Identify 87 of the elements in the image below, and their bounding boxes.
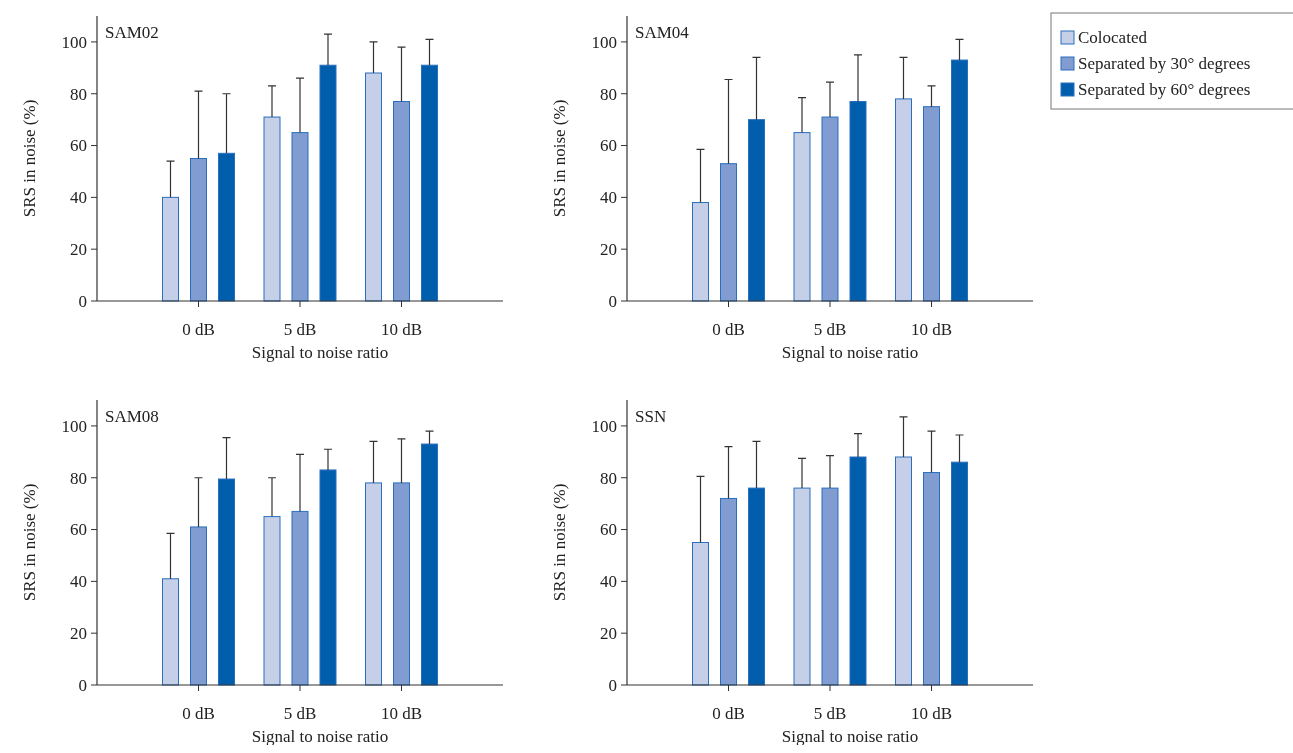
x-tick-label: 10 dB [380,320,423,339]
x-tick-label: 0 dB [182,704,215,723]
bar [319,64,337,302]
x-axis-title: Signal to noise ratio [781,727,919,746]
x-tick-label: 10 dB [910,320,953,339]
x-axis-title: Signal to noise ratio [251,727,389,746]
x-tick-label: 5 dB [283,704,317,723]
x-tick-label: 0 dB [182,320,215,339]
bar [793,487,811,686]
bar [421,443,438,686]
bar [720,497,737,686]
y-axis-title: SRS in noise (%) [550,99,569,218]
y-tick-label: 0 [608,675,617,695]
bar [748,119,765,302]
x-tick-label: 10 dB [380,704,423,723]
bar [421,64,438,302]
bar [365,72,382,302]
bar [951,59,968,302]
x-tick-label: 5 dB [283,320,317,339]
y-tick-label: 40 [600,572,617,592]
y-tick-label: 80 [600,84,617,104]
bar [393,482,410,686]
y-tick-label: 0 [78,675,87,695]
y-tick-label: 80 [70,84,87,104]
y-tick-label: 60 [70,520,87,540]
legend-label: Separated by 30° degrees [1078,54,1251,73]
bar [748,487,765,686]
y-tick-label: 80 [600,468,617,488]
y-tick-label: 100 [591,32,617,52]
y-tick-label: 20 [600,240,617,260]
bar [263,516,281,686]
bar [895,98,912,302]
bar [263,116,281,302]
chart-title: SSN [635,407,667,426]
y-tick-label: 40 [600,188,617,208]
bar [849,101,867,302]
chart-title: SAM02 [105,23,159,42]
y-axis-title: SRS in noise (%) [550,483,569,602]
bar [162,578,179,686]
bar [692,202,709,302]
x-axis-title: Signal to noise ratio [251,343,389,362]
chart-title: SAM04 [635,23,690,42]
bar [365,482,382,686]
x-tick-label: 0 dB [712,704,745,723]
bar [692,542,709,686]
y-tick-label: 20 [600,624,617,644]
y-tick-label: 60 [70,136,87,156]
bar [319,469,337,686]
legend-label: Colocated [1078,28,1148,47]
y-tick-label: 80 [70,468,87,488]
x-axis-title: Signal to noise ratio [781,343,919,362]
bar [923,472,940,686]
y-axis-title: SRS in noise (%) [20,483,39,602]
bar [793,132,811,302]
bar [190,526,207,686]
y-tick-label: 20 [70,624,87,644]
y-tick-label: 0 [608,291,617,311]
x-tick-label: 5 dB [813,704,847,723]
bar [923,106,940,302]
y-tick-label: 60 [600,520,617,540]
bar [951,461,968,686]
x-tick-label: 5 dB [813,320,847,339]
bar [218,478,235,686]
bar [821,487,839,686]
bar [162,196,179,302]
bar [821,116,839,302]
bar [393,101,410,302]
y-tick-label: 100 [591,416,617,436]
bar [849,456,867,686]
bar [895,456,912,686]
legend-label: Separated by 60° degrees [1078,80,1251,99]
y-axis-title: SRS in noise (%) [20,99,39,218]
y-tick-label: 100 [61,416,87,436]
x-tick-label: 0 dB [712,320,745,339]
y-tick-label: 60 [600,136,617,156]
chart-title: SAM08 [105,407,159,426]
y-tick-label: 0 [78,291,87,311]
y-tick-label: 40 [70,188,87,208]
y-tick-label: 20 [70,240,87,260]
x-tick-label: 10 dB [910,704,953,723]
y-tick-label: 40 [70,572,87,592]
bar [291,510,309,686]
y-tick-label: 100 [61,32,87,52]
bar [190,158,207,302]
bar [291,132,309,302]
bar [720,163,737,302]
bar [218,152,235,302]
